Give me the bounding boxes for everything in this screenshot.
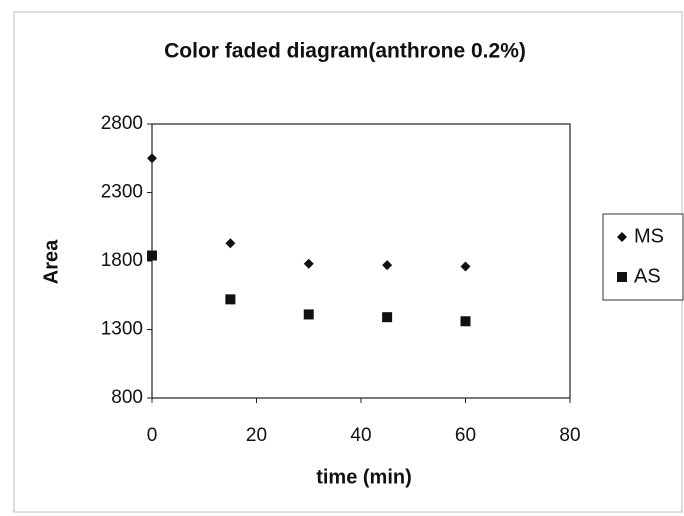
data-point <box>303 258 314 269</box>
y-tick-label: 1300 <box>101 319 143 340</box>
y-tick-label: 2300 <box>101 182 143 203</box>
data-point <box>460 316 471 327</box>
data-point <box>303 309 314 320</box>
data-point <box>147 250 157 261</box>
data-point <box>225 238 236 249</box>
legend-label: MS <box>634 225 664 247</box>
data-point <box>147 153 157 164</box>
x-axis-label: time (min) <box>316 466 412 488</box>
legend-box <box>602 213 684 301</box>
data-point <box>460 261 471 272</box>
x-tick-label: 60 <box>455 425 476 446</box>
x-tick-label: 80 <box>559 425 580 446</box>
x-tick-label: 20 <box>246 425 267 446</box>
legend-label: AS <box>634 265 661 287</box>
legend-marker <box>617 272 627 282</box>
data-point <box>225 294 236 305</box>
y-tick-label: 1800 <box>101 250 143 271</box>
x-tick-label: 40 <box>350 425 371 446</box>
y-axis-label: Area <box>40 239 62 284</box>
data-point <box>382 312 393 323</box>
y-tick-label: 2800 <box>101 113 143 134</box>
plot-area <box>151 123 571 399</box>
chart-title: Color faded diagram(anthrone 0.2%) <box>164 40 526 63</box>
x-tick-label: 0 <box>147 425 158 446</box>
y-tick-label: 800 <box>111 387 143 408</box>
legend-marker <box>617 232 627 242</box>
data-point <box>382 260 393 271</box>
